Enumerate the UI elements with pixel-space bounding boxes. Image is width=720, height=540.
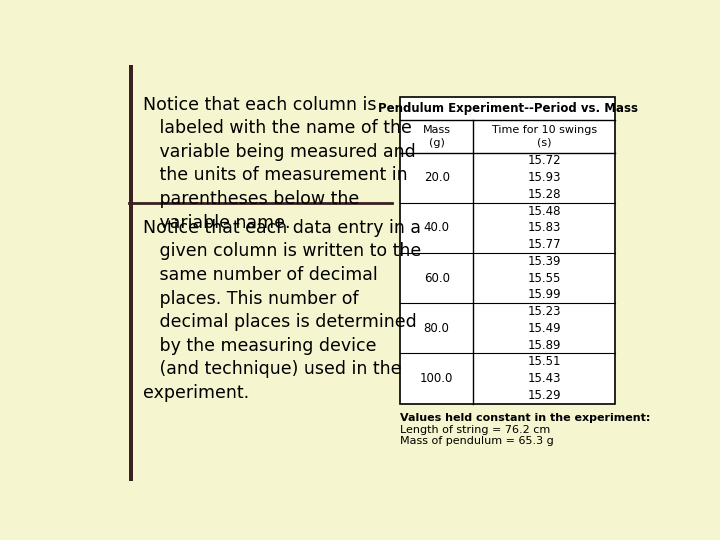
Text: 15.89: 15.89	[528, 339, 561, 352]
Text: Values held constant in the experiment:: Values held constant in the experiment:	[400, 413, 650, 423]
Text: Time for 10 swings
(s): Time for 10 swings (s)	[492, 125, 597, 147]
Text: 80.0: 80.0	[423, 322, 449, 335]
Text: Length of string = 76.2 cm: Length of string = 76.2 cm	[400, 425, 550, 435]
Text: 15.83: 15.83	[528, 221, 561, 234]
Bar	[129, 65, 132, 481]
Text: 15.48: 15.48	[528, 205, 561, 218]
Text: Mass of pendulum = 65.3 g: Mass of pendulum = 65.3 g	[400, 436, 554, 446]
Text: 15.39: 15.39	[528, 255, 561, 268]
Text: 15.29: 15.29	[528, 389, 561, 402]
Text: 15.49: 15.49	[528, 322, 561, 335]
Bar	[400, 97, 616, 403]
Text: Mass
(g): Mass (g)	[423, 125, 451, 147]
Text: 15.28: 15.28	[528, 188, 561, 201]
Text: 100.0: 100.0	[420, 372, 454, 385]
Text: 15.43: 15.43	[528, 372, 561, 385]
Text: 15.77: 15.77	[528, 238, 561, 251]
Text: 15.55: 15.55	[528, 272, 561, 285]
Text: Notice that each data entry in a
   given column is written to the
   same numbe: Notice that each data entry in a given c…	[143, 219, 421, 402]
Text: 20.0: 20.0	[423, 171, 449, 184]
Text: 15.99: 15.99	[528, 288, 561, 301]
Text: 15.72: 15.72	[528, 154, 561, 167]
Text: 40.0: 40.0	[423, 221, 449, 234]
Text: 15.23: 15.23	[528, 305, 561, 318]
Text: Notice that each column is
   labeled with the name of the
   variable being mea: Notice that each column is labeled with …	[143, 96, 415, 232]
Text: Pendulum Experiment--Period vs. Mass: Pendulum Experiment--Period vs. Mass	[378, 102, 638, 115]
Text: 15.51: 15.51	[528, 355, 561, 368]
Text: 15.93: 15.93	[528, 171, 561, 184]
Text: 60.0: 60.0	[423, 272, 449, 285]
